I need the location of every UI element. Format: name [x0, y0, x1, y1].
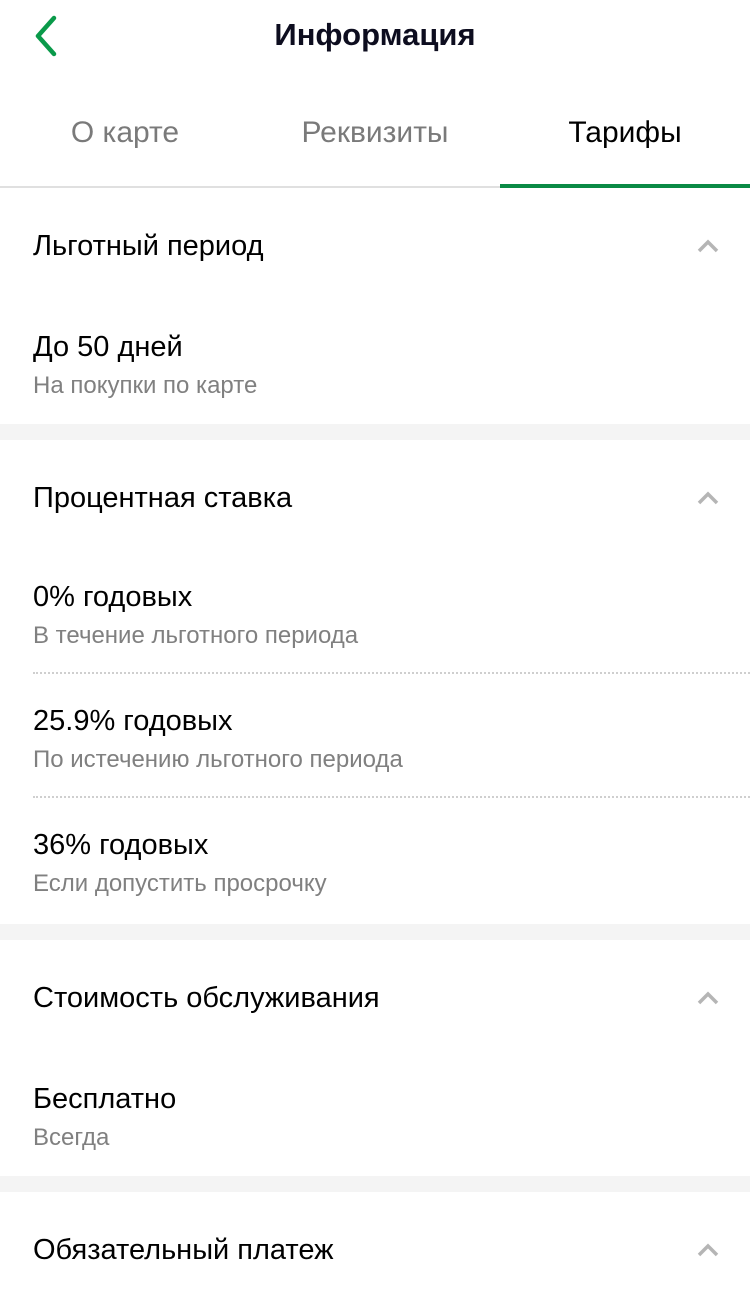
item-title: 0% годовых [33, 581, 193, 613]
section-title: Стоимость обслуживания [33, 981, 380, 1014]
section-divider [0, 424, 750, 440]
section-header[interactable]: Льготный период [0, 188, 750, 304]
section-title: Льготный период [33, 229, 264, 262]
tab-about-card[interactable]: О карте [70, 116, 180, 149]
section-divider [0, 924, 750, 940]
tab-requisites[interactable]: Реквизиты [301, 116, 449, 149]
section-header[interactable]: Стоимость обслуживания [0, 940, 750, 1056]
section-interest-rate: Процентная ставка 0% годовых В течение л… [0, 440, 750, 924]
chevron-up-icon [697, 991, 719, 1005]
section-grace-period: Льготный период До 50 дней На покупки по… [0, 188, 750, 424]
header: Информация [0, 0, 750, 90]
chevron-left-icon[interactable] [30, 14, 70, 58]
list-item: 0% годовых В течение льготного периода [0, 556, 750, 674]
item-subtitle: По истечению льготного периода [33, 746, 403, 773]
section-header[interactable]: Обязательный платеж [0, 1192, 750, 1308]
section-mandatory-payment: Обязательный платеж [0, 1192, 750, 1308]
section-service-cost: Стоимость обслуживания Бесплатно Всегда [0, 940, 750, 1176]
chevron-up-icon [697, 239, 719, 253]
item-subtitle: Всегда [33, 1124, 110, 1151]
chevron-up-icon [697, 1243, 719, 1257]
list-item: 36% годовых Если допустить просрочку [0, 798, 750, 924]
chevron-up-icon [697, 491, 719, 505]
item-title: 36% годовых [33, 829, 209, 861]
list-item: 25.9% годовых По истечению льготного пер… [0, 674, 750, 798]
item-subtitle: На покупки по карте [33, 372, 258, 399]
item-subtitle: Если допустить просрочку [33, 870, 327, 897]
item-subtitle: В течение льготного периода [33, 622, 359, 649]
page-title: Информация [274, 17, 476, 52]
section-header[interactable]: Процентная ставка [0, 440, 750, 556]
tab-bar: О карте Реквизиты Тарифы [0, 90, 750, 188]
item-title: Бесплатно [33, 1083, 177, 1115]
section-title: Процентная ставка [33, 481, 293, 514]
item-title: 25.9% годовых [33, 705, 233, 737]
section-title: Обязательный платеж [33, 1233, 334, 1266]
list-item: До 50 дней На покупки по карте [0, 304, 750, 424]
tab-tariffs[interactable]: Тарифы [500, 90, 750, 188]
list-item: Бесплатно Всегда [0, 1056, 750, 1176]
item-title: До 50 дней [33, 331, 183, 363]
section-divider [0, 1176, 750, 1192]
